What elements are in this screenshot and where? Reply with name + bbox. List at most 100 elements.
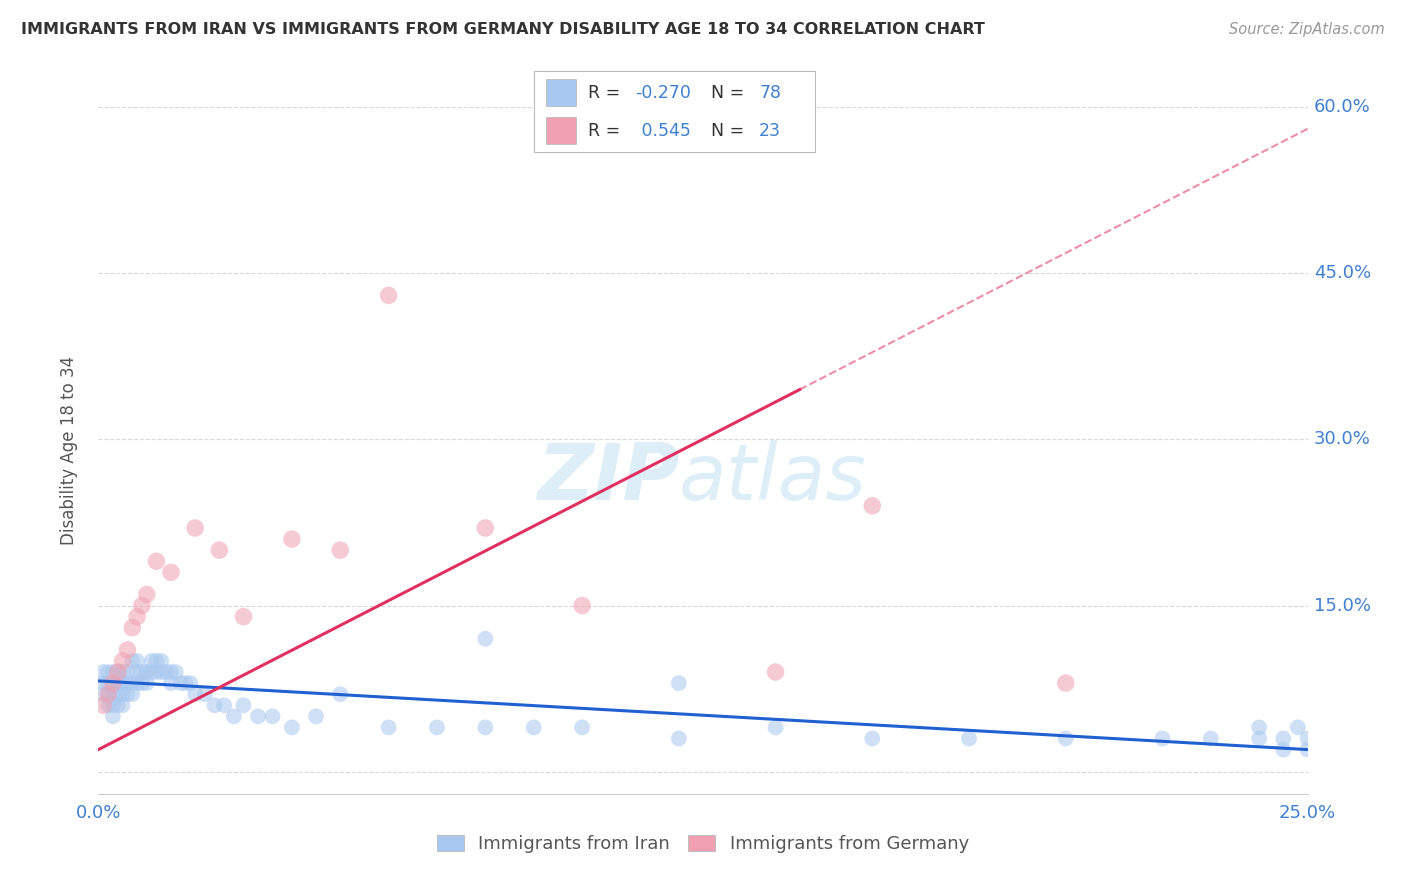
Y-axis label: Disability Age 18 to 34: Disability Age 18 to 34	[59, 356, 77, 545]
Point	[765, 665, 787, 679]
Point	[155, 665, 177, 679]
Point	[127, 676, 149, 690]
Point	[111, 698, 134, 713]
Point	[860, 731, 883, 746]
Point	[117, 643, 139, 657]
Point	[169, 676, 191, 690]
Point	[131, 599, 153, 613]
Point	[1199, 731, 1222, 746]
Point	[212, 698, 235, 713]
Point	[571, 599, 593, 613]
Point	[329, 687, 352, 701]
Point	[194, 687, 217, 701]
Point	[127, 609, 149, 624]
Point	[1296, 742, 1319, 756]
Point	[135, 665, 157, 679]
Point	[107, 676, 129, 690]
Point	[150, 654, 173, 668]
Text: 23: 23	[759, 122, 782, 140]
Point	[222, 709, 245, 723]
Text: N =: N =	[711, 122, 751, 140]
Point	[247, 709, 270, 723]
Point	[571, 720, 593, 734]
Point	[160, 676, 183, 690]
Point	[150, 665, 173, 679]
Point	[101, 709, 124, 723]
Point	[957, 731, 980, 746]
Point	[91, 676, 114, 690]
Point	[1054, 731, 1077, 746]
Text: R =: R =	[588, 122, 631, 140]
Point	[91, 698, 114, 713]
Point	[1296, 731, 1319, 746]
Point	[1249, 720, 1271, 734]
Point	[765, 720, 787, 734]
Point	[145, 654, 167, 668]
Point	[127, 665, 149, 679]
Text: Source: ZipAtlas.com: Source: ZipAtlas.com	[1229, 22, 1385, 37]
Point	[97, 676, 120, 690]
Point	[107, 698, 129, 713]
Point	[97, 698, 120, 713]
Point	[426, 720, 449, 734]
Point	[117, 676, 139, 690]
Point	[97, 687, 120, 701]
Point	[860, 499, 883, 513]
Point	[145, 554, 167, 568]
Point	[1272, 731, 1295, 746]
Text: N =: N =	[711, 84, 751, 102]
Point	[329, 543, 352, 558]
Text: 15.0%: 15.0%	[1313, 597, 1371, 615]
Point	[232, 698, 254, 713]
Legend: Immigrants from Iran, Immigrants from Germany: Immigrants from Iran, Immigrants from Ge…	[430, 828, 976, 861]
Point	[97, 687, 120, 701]
Point	[184, 521, 207, 535]
Point	[131, 676, 153, 690]
Point	[121, 687, 143, 701]
Text: 0.545: 0.545	[636, 122, 690, 140]
Point	[474, 632, 496, 646]
Point	[1054, 676, 1077, 690]
Point	[111, 676, 134, 690]
Point	[184, 687, 207, 701]
Point	[131, 665, 153, 679]
Text: atlas: atlas	[679, 440, 866, 516]
Point	[160, 566, 183, 580]
Point	[377, 720, 399, 734]
Point	[145, 665, 167, 679]
Point	[474, 720, 496, 734]
Text: 45.0%: 45.0%	[1313, 264, 1371, 282]
Point	[281, 532, 304, 546]
Point	[262, 709, 284, 723]
Point	[179, 676, 201, 690]
Text: 30.0%: 30.0%	[1313, 430, 1371, 449]
Point	[141, 665, 163, 679]
Point	[101, 676, 124, 690]
Point	[101, 676, 124, 690]
Point	[1272, 742, 1295, 756]
Point	[121, 654, 143, 668]
Point	[204, 698, 226, 713]
Point	[523, 720, 546, 734]
Point	[1152, 731, 1174, 746]
Point	[117, 687, 139, 701]
Point	[668, 731, 690, 746]
Point	[141, 654, 163, 668]
Point	[91, 687, 114, 701]
Point	[121, 621, 143, 635]
Point	[208, 543, 231, 558]
Point	[121, 676, 143, 690]
Point	[474, 521, 496, 535]
Point	[107, 665, 129, 679]
Point	[111, 665, 134, 679]
Text: 60.0%: 60.0%	[1313, 98, 1371, 116]
Text: ZIP: ZIP	[537, 440, 679, 516]
Bar	[546, 79, 576, 106]
Point	[91, 665, 114, 679]
Point	[232, 609, 254, 624]
Text: -0.270: -0.270	[636, 84, 692, 102]
Point	[305, 709, 328, 723]
Point	[160, 665, 183, 679]
Point	[165, 665, 187, 679]
Point	[668, 676, 690, 690]
